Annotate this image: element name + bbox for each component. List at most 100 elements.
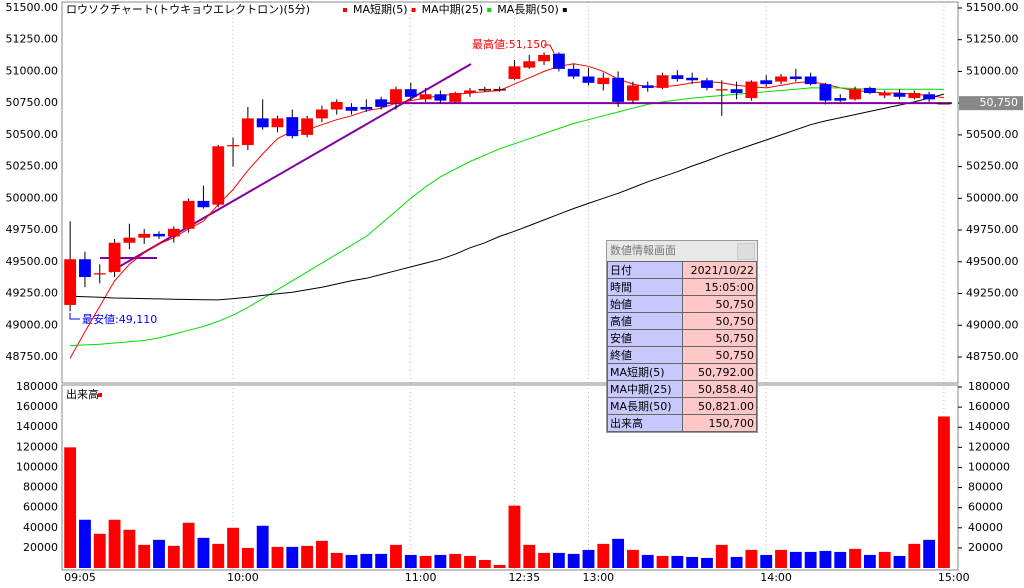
candle-body: [360, 106, 373, 110]
volume-bar: [508, 505, 521, 568]
candle-body: [849, 89, 861, 100]
volume-bar: [153, 539, 165, 568]
info-title-text: 数値情報画面: [610, 244, 676, 257]
y-tick-label: 50250.00: [966, 160, 1019, 173]
legend-entry: MA長期(50): [497, 3, 559, 16]
y-tick-label: 49500.00: [6, 255, 59, 268]
volume-bar: [552, 552, 565, 568]
chart-title: ロウソクチャート(トウキョウエレクトロン)(5分): [66, 3, 310, 16]
candle-body: [93, 273, 106, 275]
info-value: 150,700: [682, 414, 757, 432]
candle-body: [701, 80, 713, 88]
info-row: MA中期(25) 50,858.40: [607, 380, 757, 398]
y-tick-label: 100000: [968, 460, 1010, 473]
info-key: 高値: [607, 312, 683, 330]
volume-bar: [330, 552, 343, 568]
price-box: [959, 96, 1023, 111]
volume-bar: [597, 543, 610, 568]
info-row: 時間 15:05:00: [607, 278, 757, 296]
candle-body: [552, 53, 565, 69]
annotation-arrow: [544, 44, 555, 54]
candle-body: [182, 200, 195, 229]
volume-bar: [745, 549, 758, 568]
candle-body: [834, 98, 847, 101]
info-key: 安値: [607, 329, 683, 347]
candle-body: [641, 85, 654, 88]
info-value: 2021/10/22: [682, 261, 757, 279]
y-tick-label: 40000: [968, 521, 1003, 534]
x-tick-label: 10:00: [227, 571, 259, 584]
volume-bar: [123, 529, 136, 568]
candle-body: [390, 89, 402, 104]
volume-bar: [478, 559, 491, 568]
ma-line: [70, 87, 944, 347]
x-tick-label: 12:35: [508, 571, 540, 584]
close-button[interactable]: [737, 243, 755, 260]
candle-body: [819, 84, 832, 101]
volume-bar: [227, 527, 239, 568]
y-tick-label: 50000.00: [6, 191, 59, 204]
candle-body: [478, 88, 491, 91]
candle-body: [167, 228, 180, 237]
candle-body: [715, 89, 728, 91]
candle-body: [256, 118, 269, 128]
candle-body: [434, 94, 447, 101]
info-value: 15:05:00: [682, 278, 757, 296]
price-panel: [61, 1, 959, 384]
candle-body: [123, 237, 136, 243]
volume-bar: [256, 525, 269, 568]
x-tick-label: 15:00: [938, 571, 970, 584]
candle-body: [449, 92, 462, 102]
info-key: 時間: [607, 278, 683, 296]
y-tick-label: 80000: [23, 481, 58, 494]
volume-bar: [345, 554, 358, 568]
legend-entry: MA短期(5): [353, 2, 408, 16]
info-value: 50,821.00: [682, 397, 757, 415]
volume-bar: [878, 551, 891, 568]
legend-dot: [98, 393, 102, 397]
x-tick-label: 09:05: [64, 571, 96, 584]
candle-body: [745, 81, 758, 99]
volume-bar: [893, 555, 906, 568]
candle-body: [108, 242, 121, 272]
candle-body: [330, 101, 343, 110]
y-tick-label: 120000: [968, 440, 1010, 453]
candle-body: [567, 68, 580, 77]
volume-bar: [760, 554, 773, 568]
y-tick-label: 100000: [16, 460, 58, 473]
x-tick-label: 14:00: [760, 571, 792, 584]
candle-body: [286, 117, 299, 137]
candle-body: [923, 94, 936, 100]
volume-bar: [182, 522, 195, 568]
y-tick-label: 49750.00: [966, 223, 1019, 236]
volume-bar: [167, 545, 180, 568]
y-tick-label: 50750.00: [6, 96, 59, 109]
candle-body: [686, 77, 699, 81]
volume-title: 出来高: [66, 387, 99, 401]
volume-bar: [493, 564, 506, 568]
info-value: 50,792.00: [682, 363, 757, 381]
info-row: 終値 50,750: [607, 346, 757, 364]
candle-body: [315, 109, 328, 119]
volume-bar: [64, 447, 77, 568]
info-key: 日付: [607, 261, 683, 279]
volume-bar: [212, 543, 225, 568]
volume-bar: [819, 550, 832, 568]
y-tick-label: 180000: [968, 380, 1010, 393]
info-key: MA中期(25): [607, 380, 683, 398]
volume-bar: [701, 557, 713, 568]
volume-bar: [464, 555, 476, 568]
volume-bar: [241, 547, 254, 568]
candle-body: [893, 92, 906, 97]
y-tick-label: 120000: [16, 440, 58, 453]
volume-bar: [197, 537, 210, 568]
volume-bar: [582, 549, 595, 568]
y-tick-label: 20000: [23, 541, 58, 554]
y-tick-label: 48750.00: [966, 350, 1019, 363]
volume-bar: [567, 553, 580, 568]
y-tick-label: 50250.00: [6, 160, 59, 173]
candle-body: [227, 145, 239, 147]
volume-bar: [79, 519, 91, 568]
volume-bar: [908, 543, 921, 568]
